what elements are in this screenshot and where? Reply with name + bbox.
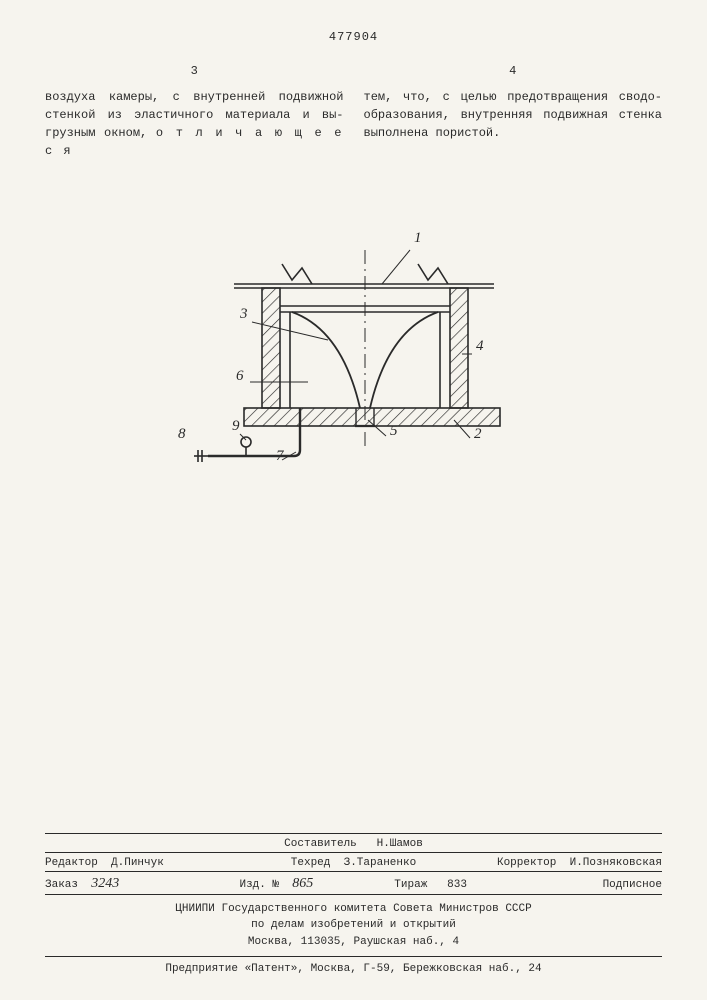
podpisnoe: Подписное (508, 879, 662, 891)
label-6: 6 (236, 368, 244, 384)
korrektor: Корректор И.Позняковская (456, 857, 662, 869)
label-1: 1 (414, 230, 422, 246)
label-4: 4 (476, 338, 484, 354)
text-columns: 3 воздуха камеры, с внутренней подвижной… (45, 62, 662, 160)
right-column: 4 тем, что, с целью предотвращения сводо… (364, 62, 663, 160)
device-diagram: 1 2 3 4 5 6 7 8 9 (174, 220, 534, 490)
sostavitel: Составитель Н.Шамов (45, 838, 662, 850)
label-2: 2 (474, 426, 482, 442)
techred: Техред З.Тараненко (251, 857, 457, 869)
tirazh: Тираж 833 (354, 879, 508, 891)
doc-number: 477904 (45, 30, 662, 44)
left-col-text: воздуха камеры, с внутренней подвижной с… (45, 88, 344, 160)
diagram-container: 1 2 3 4 5 6 7 8 9 (45, 220, 662, 490)
right-col-text: тем, что, с целью предотвращения сводо-о… (364, 88, 663, 142)
zakaz: Заказ 3243 (45, 876, 199, 892)
label-9: 9 (232, 418, 240, 434)
footer-block: Составитель Н.Шамов Редактор Д.Пинчук Те… (45, 833, 662, 976)
right-col-number: 4 (364, 62, 663, 80)
redaktor: Редактор Д.Пинчук (45, 857, 251, 869)
label-8: 8 (178, 426, 186, 442)
izd: Изд. № 865 (199, 876, 353, 892)
left-col-number: 3 (45, 62, 344, 80)
printer: Предприятие «Патент», Москва, Г-59, Бере… (45, 957, 662, 975)
publisher: ЦНИИПИ Государственного комитета Совета … (45, 895, 662, 958)
left-column: 3 воздуха камеры, с внутренней подвижной… (45, 62, 344, 160)
label-3: 3 (239, 306, 248, 322)
label-5: 5 (390, 423, 398, 439)
patent-page: 477904 3 воздуха камеры, с внутренней по… (0, 0, 707, 1000)
